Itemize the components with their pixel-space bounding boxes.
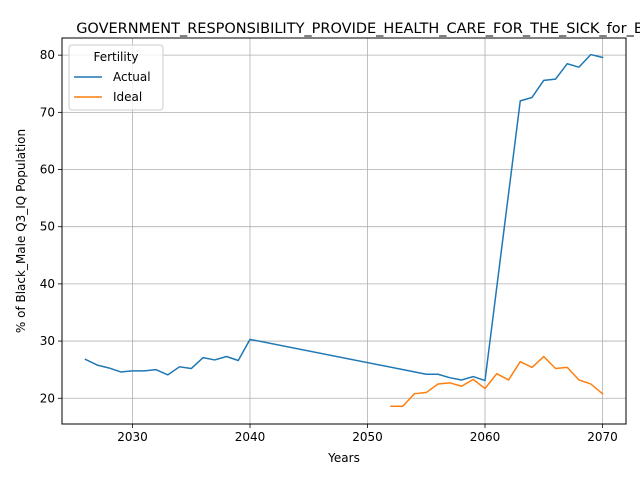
x-tick-label: 2050 <box>352 430 383 444</box>
y-tick-label: 20 <box>40 391 55 405</box>
series-line-ideal <box>390 355 604 408</box>
y-tick-label: 60 <box>40 163 55 177</box>
chart-title: GOVERNMENT_RESPONSIBILITY_PROVIDE_HEALTH… <box>76 21 640 37</box>
y-axis: 20 30 40 50 60 70 80 <box>40 48 62 405</box>
y-tick-label: 40 <box>40 277 55 291</box>
x-tick-label: 2030 <box>117 430 148 444</box>
y-tick-label: 30 <box>40 334 55 348</box>
y-tick-label: 50 <box>40 220 55 234</box>
legend-title: Fertility <box>93 50 138 64</box>
series-line-actual <box>84 53 604 382</box>
series-layer <box>84 53 604 408</box>
x-tick-label: 2040 <box>235 430 266 444</box>
x-axis-label: Years <box>327 451 360 465</box>
legend-label-actual: Actual <box>113 70 151 84</box>
x-tick-label: 2070 <box>587 430 618 444</box>
legend-label-ideal: Ideal <box>113 90 142 104</box>
plot-frame <box>61 37 627 425</box>
legend: Fertility Actual Ideal <box>68 44 164 111</box>
legend-entries: Actual Ideal <box>74 70 151 104</box>
legend-box <box>68 44 164 111</box>
y-tick-label: 70 <box>40 105 55 119</box>
y-axis-label: % of Black_Male Q3_IQ Population <box>14 129 28 333</box>
y-tick-label: 80 <box>40 48 55 62</box>
x-tick-label: 2060 <box>470 430 501 444</box>
x-axis: 2030 2040 2050 2060 2070 <box>117 424 618 444</box>
